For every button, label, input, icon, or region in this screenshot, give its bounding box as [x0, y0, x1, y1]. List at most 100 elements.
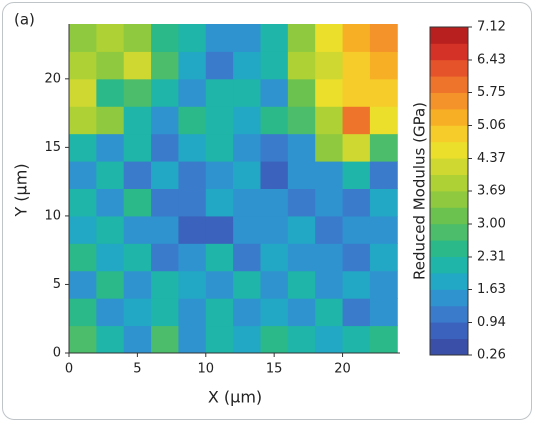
cell: [205, 133, 234, 162]
colorbar-band: [430, 322, 468, 339]
cell: [315, 24, 344, 52]
colorbar-tick-label: 0.94: [477, 315, 506, 330]
cell: [123, 24, 152, 52]
cell: [178, 325, 207, 354]
x-tick-label: 5: [133, 362, 141, 377]
cell: [342, 51, 371, 80]
cell: [260, 188, 289, 217]
cell: [69, 78, 97, 107]
y-tick-label: 0: [53, 346, 61, 361]
cell: [96, 298, 125, 327]
colorbar-tick-label: 6.43: [477, 52, 506, 67]
cell: [205, 161, 234, 189]
x-axis-label: X (μm): [208, 388, 262, 407]
cell: [342, 243, 371, 272]
cell: [96, 106, 125, 135]
y-tick-label: 15: [44, 140, 61, 155]
cell: [315, 215, 344, 244]
cell: [369, 298, 398, 327]
frame: [2, 2, 532, 420]
panel-label: (a): [14, 11, 35, 29]
cell: [287, 270, 316, 299]
cell: [123, 325, 152, 354]
cell: [96, 188, 125, 217]
y-tick-label: 5: [53, 277, 61, 292]
colorbar-band: [430, 141, 468, 159]
cell: [205, 106, 234, 135]
cell: [369, 215, 398, 244]
cell: [205, 78, 234, 107]
cell: [69, 215, 97, 244]
colorbar-band: [430, 109, 468, 126]
cell: [260, 106, 289, 135]
y-tick-label: 20: [44, 71, 61, 86]
cell: [205, 188, 234, 217]
cell: [315, 270, 344, 299]
x-tick-label: 15: [266, 362, 283, 377]
cell: [151, 215, 179, 244]
cell: [178, 51, 207, 80]
cell: [369, 51, 398, 80]
colorbar-band: [430, 191, 468, 208]
cell: [260, 24, 289, 52]
cell: [151, 325, 179, 354]
colorbar-band: [430, 174, 468, 192]
colorbar-label: Reduced Modulus (GPa): [411, 102, 429, 280]
cell: [178, 270, 207, 299]
colorbar-band: [430, 338, 468, 356]
cell: [123, 188, 152, 217]
cell: [69, 51, 97, 80]
colorbar-band: [430, 289, 468, 307]
cell: [287, 78, 316, 107]
colorbar-tick-label: 5.06: [477, 118, 506, 133]
cell: [260, 133, 289, 162]
cell: [315, 188, 344, 217]
cell: [96, 243, 125, 272]
cell: [123, 298, 152, 327]
cell: [260, 215, 289, 244]
cell: [287, 325, 316, 354]
cell: [151, 270, 179, 299]
cell: [315, 325, 344, 354]
cell: [233, 298, 261, 327]
cell: [260, 325, 289, 354]
cell: [260, 298, 289, 327]
cell: [205, 298, 234, 327]
cell: [369, 243, 398, 272]
cell: [96, 51, 125, 80]
cell: [342, 325, 371, 354]
cell: [123, 215, 152, 244]
cell: [96, 78, 125, 107]
cell: [342, 188, 371, 217]
y-tick-label: 10: [44, 208, 61, 223]
colorbar-band: [430, 256, 468, 274]
cell: [151, 24, 179, 52]
colorbar-band: [430, 92, 468, 110]
cell: [205, 325, 234, 354]
cell: [96, 270, 125, 299]
colorbar-tick-label: 4.37: [477, 151, 506, 166]
cell: [233, 161, 261, 189]
cell: [287, 106, 316, 135]
colorbar-band: [430, 76, 468, 93]
x-tick-label: 20: [334, 362, 351, 377]
x-tick-label: 0: [65, 362, 73, 377]
cell: [260, 51, 289, 80]
cell: [233, 24, 261, 52]
cell: [287, 243, 316, 272]
cell: [233, 188, 261, 217]
colorbar-band: [430, 273, 468, 290]
cell: [233, 106, 261, 135]
cell: [287, 133, 316, 162]
cell: [69, 24, 97, 52]
colorbar-band: [430, 207, 468, 225]
cell: [151, 51, 179, 80]
cell: [151, 78, 179, 107]
colorbar-tick-label: 3.69: [477, 184, 506, 199]
cell: [233, 215, 261, 244]
cell: [123, 78, 152, 107]
colorbar-band: [430, 158, 468, 175]
cell: [178, 78, 207, 107]
cell: [178, 106, 207, 135]
cell: [233, 325, 261, 354]
